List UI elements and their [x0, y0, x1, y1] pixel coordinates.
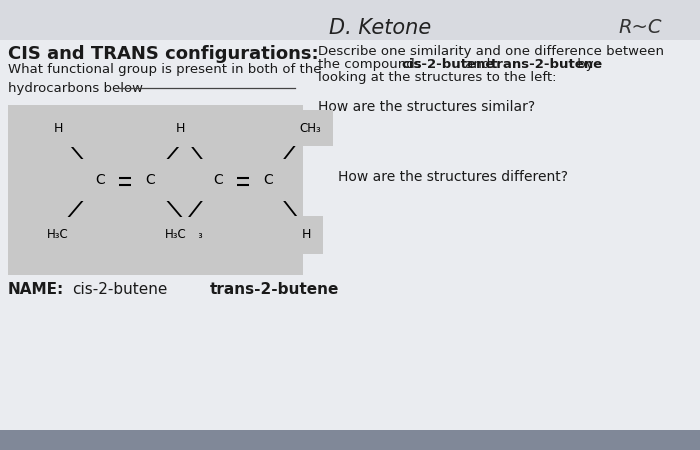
Text: by: by	[573, 58, 594, 71]
Text: trans-2-butene: trans-2-butene	[491, 58, 603, 71]
Text: D. Ketone: D. Ketone	[329, 18, 431, 38]
Text: H: H	[175, 122, 185, 135]
Text: Describe one similarity and one difference between: Describe one similarity and one differen…	[318, 45, 664, 58]
Bar	[0, 430, 700, 450]
Text: What functional group is present in both of the: What functional group is present in both…	[8, 63, 321, 76]
Text: looking at the structures to the left:: looking at the structures to the left:	[318, 71, 556, 84]
Text: CH₃: CH₃	[299, 122, 321, 135]
Text: the compounds: the compounds	[318, 58, 426, 71]
Text: R~C: R~C	[618, 18, 662, 37]
Text: C: C	[213, 173, 223, 187]
FancyBboxPatch shape	[8, 105, 303, 275]
Text: cis-2-butene: cis-2-butene	[72, 282, 167, 297]
Text: H: H	[188, 122, 197, 135]
Text: trans-2-butene: trans-2-butene	[210, 282, 340, 297]
Text: C: C	[145, 173, 155, 187]
Bar	[0, 0, 700, 40]
Text: and: and	[461, 58, 495, 71]
Text: NAME:: NAME:	[8, 282, 64, 297]
Text: CH₃: CH₃	[181, 229, 203, 242]
Text: C: C	[263, 173, 273, 187]
Text: CIS and TRANS configurations:: CIS and TRANS configurations:	[8, 45, 318, 63]
Text: cis-2-butene: cis-2-butene	[401, 58, 494, 71]
Text: H: H	[301, 229, 311, 242]
Text: C: C	[95, 173, 105, 187]
Text: How are the structures different?: How are the structures different?	[338, 170, 568, 184]
Text: H₃C: H₃C	[165, 229, 187, 242]
Text: H: H	[53, 122, 63, 135]
Text: hydrocarbons below: hydrocarbons below	[8, 82, 143, 95]
Bar	[0, 40, 700, 430]
Text: H₃C: H₃C	[47, 229, 69, 242]
Text: How are the structures similar?: How are the structures similar?	[318, 100, 535, 114]
